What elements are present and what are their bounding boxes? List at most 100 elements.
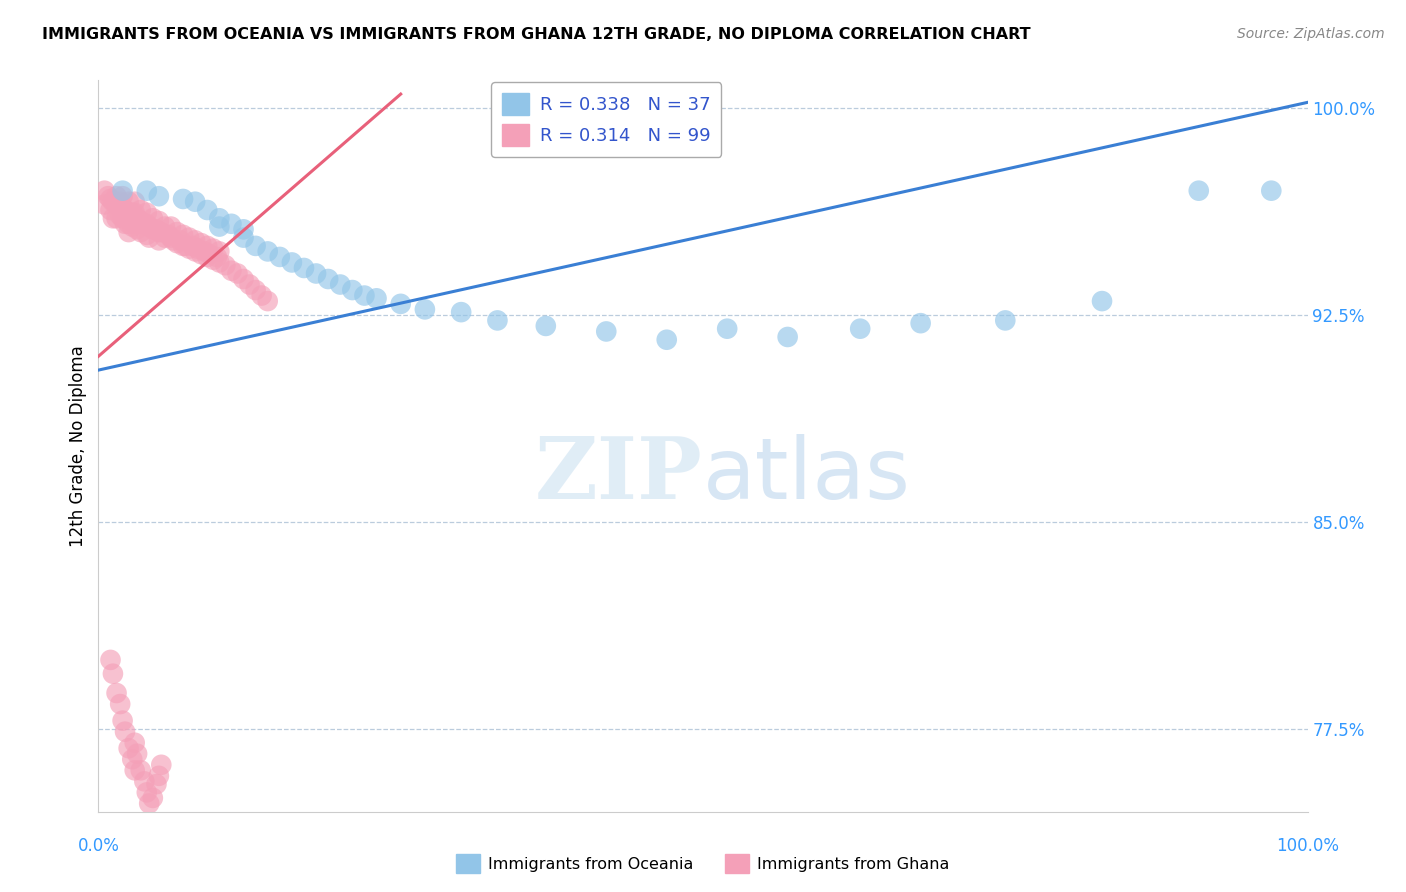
Text: 100.0%: 100.0% bbox=[1277, 837, 1339, 855]
Point bbox=[232, 222, 254, 236]
Point bbox=[329, 277, 352, 292]
Point bbox=[127, 211, 149, 226]
Point bbox=[153, 230, 176, 244]
Point bbox=[135, 184, 157, 198]
Point bbox=[114, 217, 136, 231]
Point bbox=[111, 211, 134, 226]
Point bbox=[655, 333, 678, 347]
Point bbox=[124, 217, 146, 231]
Point bbox=[111, 189, 134, 203]
Point bbox=[166, 225, 188, 239]
Point bbox=[281, 255, 304, 269]
Point bbox=[198, 247, 221, 261]
Point bbox=[150, 225, 173, 239]
Point bbox=[205, 250, 228, 264]
Point bbox=[208, 219, 231, 234]
Point bbox=[292, 260, 315, 275]
Point bbox=[135, 206, 157, 220]
Point bbox=[129, 764, 152, 778]
Point bbox=[450, 305, 472, 319]
Point bbox=[135, 785, 157, 799]
Point bbox=[134, 774, 156, 789]
Point bbox=[100, 192, 122, 206]
Point bbox=[208, 211, 231, 226]
Point bbox=[111, 184, 134, 198]
Point bbox=[97, 189, 120, 203]
Point bbox=[135, 227, 157, 242]
Point bbox=[366, 291, 388, 305]
Point bbox=[174, 239, 197, 253]
Point bbox=[239, 277, 262, 292]
Point bbox=[138, 797, 160, 811]
Point bbox=[114, 724, 136, 739]
Point bbox=[124, 736, 146, 750]
Point bbox=[194, 244, 217, 259]
Point bbox=[124, 206, 146, 220]
Point bbox=[221, 217, 243, 231]
Point bbox=[118, 194, 141, 209]
Point bbox=[245, 239, 267, 253]
Point bbox=[118, 206, 141, 220]
Point bbox=[232, 272, 254, 286]
Point bbox=[232, 230, 254, 244]
Point bbox=[245, 283, 267, 297]
Text: Source: ZipAtlas.com: Source: ZipAtlas.com bbox=[1237, 27, 1385, 41]
Point bbox=[157, 227, 180, 242]
Point bbox=[150, 757, 173, 772]
Point bbox=[184, 194, 207, 209]
Point bbox=[1188, 184, 1211, 198]
Point bbox=[595, 325, 617, 339]
Point bbox=[353, 288, 375, 302]
Point bbox=[269, 250, 291, 264]
Point bbox=[114, 202, 136, 217]
Point bbox=[105, 211, 128, 226]
Point bbox=[100, 202, 122, 217]
Point bbox=[142, 211, 165, 226]
Point bbox=[160, 230, 183, 244]
Point bbox=[101, 211, 124, 226]
Point bbox=[148, 189, 170, 203]
Point bbox=[108, 194, 131, 209]
Point bbox=[148, 233, 170, 247]
Point bbox=[121, 206, 143, 220]
Point bbox=[93, 184, 115, 198]
Point bbox=[910, 316, 932, 330]
Point bbox=[776, 330, 799, 344]
Point bbox=[124, 194, 146, 209]
Point bbox=[389, 297, 412, 311]
Point bbox=[108, 697, 131, 711]
Point bbox=[190, 236, 212, 251]
Point bbox=[145, 777, 167, 791]
Point bbox=[100, 653, 122, 667]
Point bbox=[148, 225, 170, 239]
Point bbox=[169, 233, 191, 247]
Point bbox=[226, 267, 249, 281]
Point bbox=[1260, 184, 1282, 198]
Point bbox=[105, 686, 128, 700]
Point bbox=[129, 214, 152, 228]
Point bbox=[256, 294, 278, 309]
Point bbox=[127, 222, 149, 236]
Point bbox=[138, 219, 160, 234]
Point bbox=[129, 202, 152, 217]
Point bbox=[195, 239, 218, 253]
Y-axis label: 12th Grade, No Diploma: 12th Grade, No Diploma bbox=[69, 345, 87, 547]
Point bbox=[184, 244, 207, 259]
Point bbox=[121, 752, 143, 766]
Point bbox=[127, 747, 149, 761]
Point bbox=[101, 194, 124, 209]
Point bbox=[172, 192, 194, 206]
Point bbox=[111, 714, 134, 728]
Point bbox=[849, 321, 872, 335]
Point bbox=[101, 666, 124, 681]
Point bbox=[486, 313, 509, 327]
Point bbox=[134, 217, 156, 231]
Point bbox=[187, 242, 209, 256]
Point bbox=[124, 764, 146, 778]
Point bbox=[342, 283, 364, 297]
Point bbox=[135, 217, 157, 231]
Text: ZIP: ZIP bbox=[536, 434, 703, 517]
Point bbox=[214, 258, 236, 272]
Point bbox=[208, 244, 231, 259]
Point bbox=[195, 250, 218, 264]
